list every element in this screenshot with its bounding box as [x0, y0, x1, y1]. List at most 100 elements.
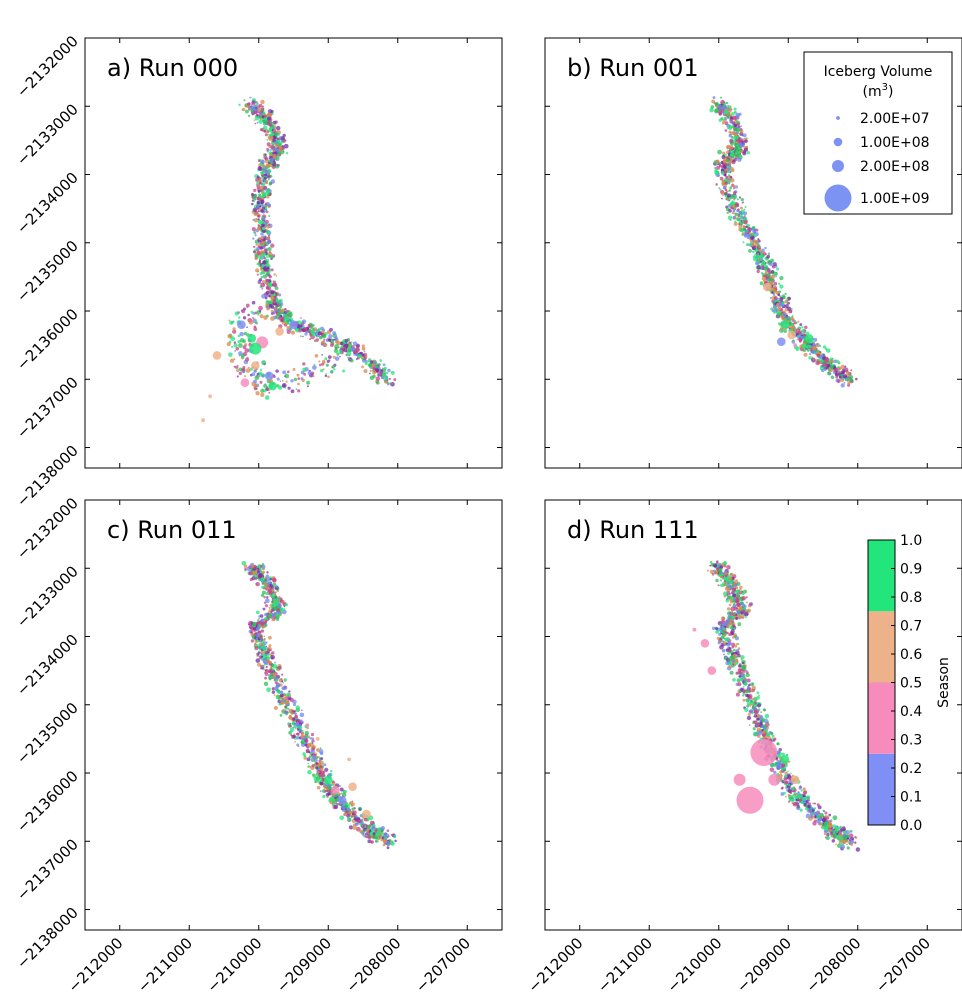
- small-iceberg: [766, 254, 771, 259]
- small-iceberg: [340, 341, 344, 346]
- unit-base: (m: [863, 84, 882, 100]
- small-iceberg: [841, 371, 845, 375]
- small-iceberg: [751, 242, 755, 247]
- small-iceberg: [309, 333, 312, 336]
- small-iceberg: [746, 678, 751, 683]
- y-tick-label: −2138000: [13, 904, 82, 973]
- small-iceberg: [766, 732, 771, 737]
- small-iceberg: [263, 581, 268, 586]
- small-iceberg: [783, 329, 787, 333]
- small-iceberg: [741, 596, 746, 601]
- small-iceberg: [274, 148, 278, 152]
- small-iceberg: [266, 659, 271, 664]
- small-iceberg: [271, 593, 276, 598]
- small-iceberg: [320, 368, 324, 373]
- small-iceberg: [797, 320, 800, 323]
- small-iceberg: [331, 365, 335, 369]
- small-iceberg: [365, 835, 368, 839]
- small-iceberg: [307, 769, 312, 775]
- small-iceberg: [261, 287, 264, 290]
- small-iceberg: [832, 830, 836, 834]
- small-iceberg: [312, 766, 315, 769]
- small-iceberg: [840, 383, 845, 388]
- small-iceberg: [741, 201, 744, 204]
- small-iceberg: [723, 165, 727, 170]
- small-iceberg: [251, 202, 254, 206]
- small-iceberg: [713, 563, 718, 568]
- small-iceberg: [833, 837, 836, 840]
- small-iceberg: [724, 129, 728, 132]
- small-iceberg: [302, 320, 305, 323]
- small-iceberg: [710, 561, 713, 564]
- small-iceberg: [294, 714, 298, 719]
- small-iceberg: [270, 610, 273, 613]
- small-iceberg: [261, 252, 266, 257]
- small-iceberg: [711, 99, 715, 104]
- small-iceberg: [268, 127, 273, 131]
- small-iceberg: [297, 389, 301, 393]
- small-iceberg: [285, 700, 290, 705]
- small-iceberg: [328, 334, 333, 339]
- small-iceberg: [834, 372, 839, 377]
- small-iceberg: [795, 321, 798, 324]
- small-iceberg: [283, 319, 286, 323]
- small-iceberg: [284, 373, 290, 379]
- small-iceberg: [261, 668, 264, 670]
- small-iceberg: [267, 116, 272, 121]
- small-iceberg: [717, 567, 720, 570]
- small-iceberg: [253, 626, 257, 631]
- small-iceberg: [259, 368, 263, 372]
- small-iceberg: [806, 349, 810, 352]
- small-iceberg: [390, 841, 395, 846]
- small-iceberg: [319, 770, 323, 774]
- small-iceberg: [308, 751, 311, 754]
- small-iceberg: [375, 376, 381, 382]
- x-tick-label: −210000: [203, 934, 265, 996]
- small-iceberg: [735, 692, 740, 697]
- small-iceberg: [839, 825, 842, 829]
- small-iceberg: [733, 191, 737, 195]
- small-iceberg: [237, 334, 241, 338]
- small-iceberg: [735, 136, 739, 140]
- small-iceberg: [836, 379, 841, 383]
- small-iceberg: [265, 210, 269, 214]
- large-iceberg: [707, 666, 717, 675]
- small-iceberg: [746, 613, 749, 615]
- small-iceberg: [259, 185, 264, 190]
- small-iceberg: [295, 722, 300, 727]
- small-iceberg: [279, 314, 283, 318]
- small-iceberg: [748, 249, 752, 253]
- small-iceberg: [855, 847, 861, 852]
- small-iceberg: [732, 593, 737, 598]
- small-iceberg: [722, 151, 726, 155]
- small-iceberg: [270, 179, 276, 184]
- small-iceberg: [830, 359, 834, 363]
- small-iceberg: [721, 105, 724, 108]
- small-iceberg: [728, 633, 731, 636]
- small-iceberg: [822, 345, 827, 349]
- small-iceberg: [253, 211, 258, 216]
- small-iceberg: [729, 165, 732, 168]
- small-iceberg: [823, 832, 827, 836]
- small-iceberg: [267, 648, 271, 652]
- small-iceberg: [378, 834, 382, 837]
- small-iceberg: [720, 616, 726, 621]
- small-iceberg: [258, 237, 261, 241]
- x-tick-label: −212000: [64, 934, 126, 996]
- small-iceberg: [249, 568, 253, 571]
- small-iceberg: [319, 751, 324, 756]
- small-iceberg: [338, 349, 343, 354]
- small-iceberg: [730, 611, 734, 614]
- small-iceberg: [720, 96, 723, 99]
- small-iceberg: [286, 370, 290, 374]
- size-legend-label: 1.00E+08: [860, 135, 930, 151]
- small-iceberg: [764, 267, 768, 271]
- small-iceberg: [259, 614, 264, 618]
- small-iceberg: [742, 689, 746, 694]
- small-iceberg: [352, 341, 358, 347]
- small-iceberg: [848, 833, 854, 838]
- small-iceberg: [724, 630, 727, 634]
- small-iceberg: [283, 605, 286, 608]
- small-iceberg: [266, 656, 271, 660]
- small-iceberg: [272, 120, 276, 124]
